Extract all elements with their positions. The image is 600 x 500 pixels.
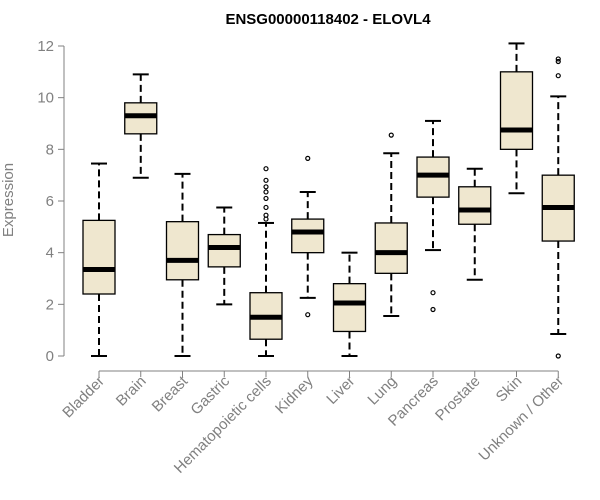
y-tick-label: 4 — [46, 245, 54, 262]
outlier-point — [263, 204, 269, 211]
y-tick-label: 10 — [37, 90, 54, 107]
outlier-point — [430, 290, 436, 296]
box-iqr — [165, 221, 200, 281]
box-iqr — [458, 186, 492, 225]
y-tick-label: 8 — [46, 141, 54, 158]
box-iqr — [82, 219, 116, 295]
outlier-point — [555, 73, 561, 79]
category-label: Skin — [493, 373, 526, 406]
outlier-point — [305, 155, 311, 161]
box-group — [332, 251, 367, 357]
outlier-point — [555, 56, 561, 62]
category-label: Prostate — [432, 373, 484, 425]
y-tick-label: 12 — [37, 38, 54, 55]
outlier-point — [263, 195, 269, 202]
box-iqr — [291, 218, 325, 254]
boxes — [82, 42, 575, 359]
outlier-point — [555, 58, 561, 65]
box-iqr — [499, 71, 534, 150]
outlier-point — [305, 312, 311, 318]
box-iqr — [374, 222, 408, 274]
outlier-point — [263, 184, 269, 190]
box-iqr — [332, 283, 367, 333]
box-iqr — [124, 102, 158, 135]
box-group — [458, 167, 492, 281]
outlier-point — [263, 189, 269, 195]
outlier-point — [388, 132, 394, 138]
category-label: Lung — [364, 373, 400, 409]
box-group — [541, 56, 575, 359]
outlier-point — [555, 353, 561, 359]
box-group — [416, 119, 450, 313]
y-axis-label: Expression — [0, 163, 17, 237]
box-group — [291, 155, 325, 318]
category-label: Brain — [113, 373, 150, 410]
box-group — [207, 206, 241, 306]
box-group — [374, 132, 408, 317]
y-tick-label: 6 — [46, 193, 54, 210]
outlier-point — [263, 212, 269, 218]
box-group — [249, 166, 283, 357]
chart-title: ENSG00000118402 - ELOVL4 — [225, 11, 431, 28]
box-group — [82, 162, 116, 357]
category-label: Liver — [323, 373, 358, 408]
y-tick-label: 0 — [46, 348, 54, 365]
category-label: Bladder — [59, 373, 108, 422]
outlier-point — [263, 166, 269, 172]
box-iqr — [207, 233, 241, 268]
box-group — [124, 73, 158, 179]
outlier-point — [263, 177, 269, 183]
category-label: Kidney — [272, 372, 317, 417]
box-group — [165, 172, 200, 357]
outlier-point — [430, 306, 436, 313]
y-tick-label: 2 — [46, 296, 54, 313]
axes: 0 2 4 6 8 10 12 — [37, 38, 559, 377]
category-label: Breast — [149, 372, 192, 415]
box-group — [499, 42, 534, 195]
